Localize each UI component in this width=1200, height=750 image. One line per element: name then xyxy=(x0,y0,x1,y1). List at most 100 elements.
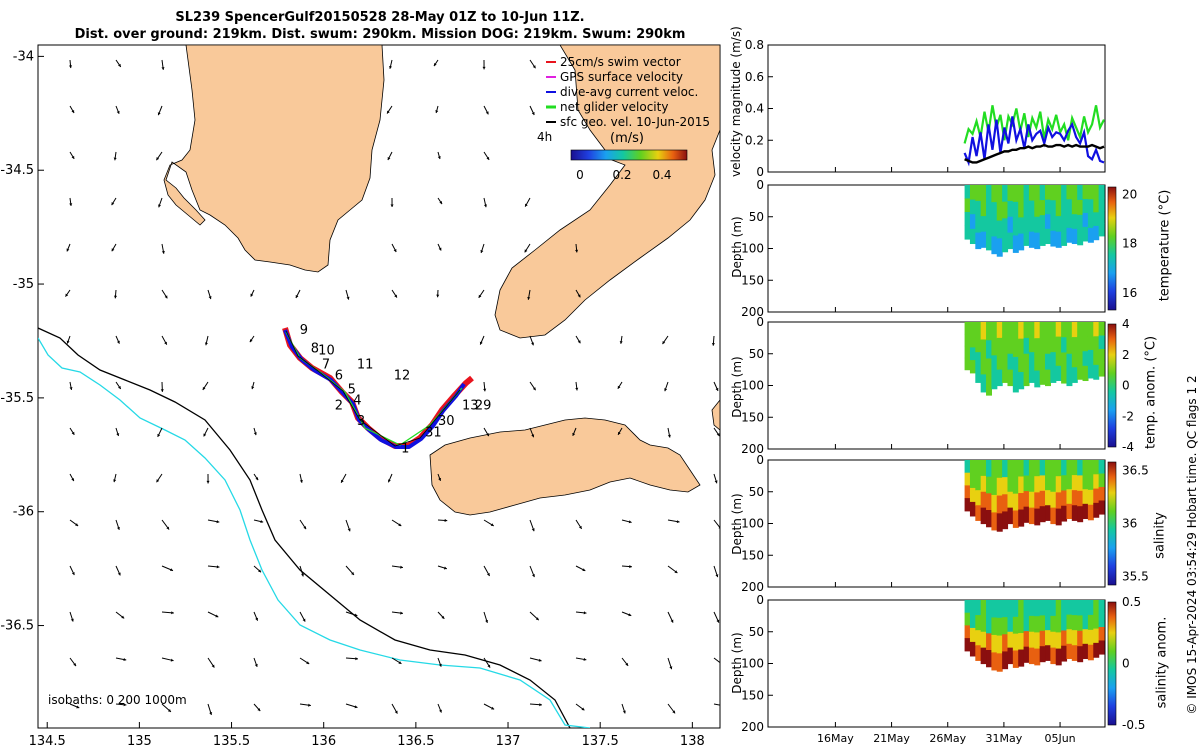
velocity-arrow xyxy=(575,243,579,253)
heatmap-cell xyxy=(1093,600,1100,615)
heatmap-cell xyxy=(1007,216,1014,234)
heatmap-cell xyxy=(1061,230,1068,246)
velocity-ylabel: velocity magnitude (m/s) xyxy=(729,26,743,177)
heatmap-cell xyxy=(1082,600,1089,616)
map-ytick-label: -36 xyxy=(13,505,34,520)
heatmap-cell xyxy=(1098,613,1105,628)
velocity-arrow xyxy=(619,335,623,344)
heatmap-cell xyxy=(980,216,987,233)
velocity-arrow xyxy=(69,151,75,160)
panel-frame xyxy=(767,44,1106,173)
heatmap-cell xyxy=(1050,507,1057,525)
heatmap-cell xyxy=(1066,643,1073,660)
velocity-arrow xyxy=(207,657,215,668)
heatmap-cell xyxy=(1061,352,1068,369)
depth-ylabel-2: Depth (m) xyxy=(730,356,744,418)
heatmap-cell xyxy=(1028,352,1035,368)
velocity-arrow xyxy=(713,657,720,664)
velocity-arrow xyxy=(69,611,74,622)
heatmap-cell xyxy=(964,345,971,359)
heatmap-cell xyxy=(975,505,982,521)
heatmap-cell xyxy=(1012,374,1019,393)
velocity-arrow xyxy=(158,197,163,208)
panel-ytick-label: 0 xyxy=(756,453,764,467)
velocity-arrow xyxy=(161,289,168,299)
heatmap-cell xyxy=(1098,460,1105,475)
heatmap-cell xyxy=(986,460,992,478)
velocity-arrow xyxy=(529,105,535,116)
heatmap-cell xyxy=(1012,633,1019,652)
velocity-arrow xyxy=(345,657,359,661)
heatmap-cell xyxy=(969,613,976,629)
heatmap-cell xyxy=(1045,600,1051,616)
panel-ytick-label: 200 xyxy=(741,580,764,594)
heatmap-cell xyxy=(1050,352,1057,368)
heatmap-cell xyxy=(996,460,1003,479)
heatmap-cell xyxy=(1039,615,1046,632)
heatmap-cell xyxy=(1050,185,1057,201)
heatmap-cell xyxy=(1023,185,1030,201)
velocity-arrow xyxy=(713,381,719,392)
velocity-arrow xyxy=(391,657,402,665)
heatmap-cell xyxy=(1007,647,1014,665)
velocity-arrow xyxy=(345,565,355,576)
heatmap-cell xyxy=(1023,475,1030,492)
heatmap-cell xyxy=(1082,226,1089,242)
heatmap-cell xyxy=(986,510,992,528)
heatmap-cell xyxy=(1002,477,1009,495)
heatmap-cell xyxy=(1023,215,1030,231)
velocity-arrow xyxy=(115,427,120,437)
heatmap-cell xyxy=(1023,491,1030,508)
heatmap-cell xyxy=(1098,335,1105,350)
heatmap-cell xyxy=(1066,460,1073,476)
map-xtick-label: 134.5 xyxy=(29,734,66,749)
heatmap-cell xyxy=(1045,460,1051,476)
heatmap-cell xyxy=(964,485,971,499)
velocity-arrow xyxy=(203,427,209,437)
heatmap-cell xyxy=(1039,230,1046,246)
colorbar-tick-label: 0 xyxy=(1122,657,1130,671)
heatmap-cell xyxy=(964,198,971,213)
heatmap-cell xyxy=(1077,364,1084,380)
colorbar-tick-label: 0 xyxy=(1122,379,1130,393)
heatmap-cell xyxy=(991,634,998,653)
heatmap-cell xyxy=(975,185,982,202)
heatmap-cell xyxy=(986,493,992,511)
velocity-arrow xyxy=(667,565,678,574)
heatmap-cell xyxy=(1007,337,1014,355)
velocity-arrow xyxy=(529,59,536,69)
velocity-arrow xyxy=(345,703,358,709)
velocity-arrow xyxy=(157,105,163,116)
heatmap-cell xyxy=(1077,630,1084,647)
velocity-arrow xyxy=(621,519,632,524)
depth-ylabel-1: Depth (m) xyxy=(730,216,744,278)
legend-4h: 4h xyxy=(537,130,552,144)
velocity-arrow xyxy=(115,657,127,661)
velocity-arrow xyxy=(713,519,720,529)
heatmap-cell xyxy=(1023,600,1030,617)
time-tick-label: 26May xyxy=(929,732,966,745)
heatmap-cell xyxy=(1087,644,1094,661)
heatmap-cell xyxy=(1028,475,1035,493)
velocity-arrow xyxy=(575,565,586,572)
heatmap-cell xyxy=(1028,216,1035,233)
heatmap-cell xyxy=(1012,493,1019,512)
heatmap-cell xyxy=(975,352,982,368)
heatmap-cell xyxy=(1034,492,1041,510)
heatmap-cell xyxy=(1093,212,1100,227)
heatmap-cell xyxy=(991,219,998,238)
velocity-arrow xyxy=(433,59,439,67)
velocity-arrow xyxy=(435,105,439,114)
panel-ytick-label: 150 xyxy=(741,548,764,562)
velocity-arrow xyxy=(437,243,442,251)
heatmap-cell xyxy=(986,476,992,494)
heatmap-cell xyxy=(1087,335,1094,351)
heatmap-cell xyxy=(1045,475,1051,491)
velocity-arrow xyxy=(437,197,443,205)
heatmap-cell xyxy=(1018,185,1025,202)
heatmap-cell xyxy=(1087,322,1094,337)
heatmap-cell xyxy=(1028,231,1035,248)
velocity-arrow xyxy=(299,657,310,665)
velocity-arrow xyxy=(115,519,120,531)
heatmap-cell xyxy=(1082,614,1089,630)
